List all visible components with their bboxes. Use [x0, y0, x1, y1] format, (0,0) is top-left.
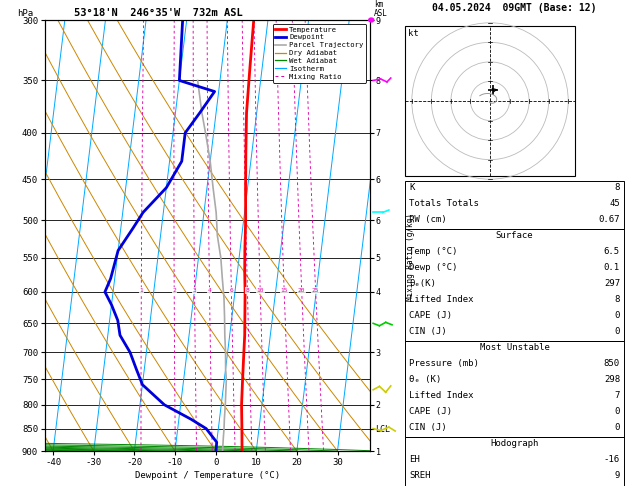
- Text: 53°18'N  246°35'W  732m ASL: 53°18'N 246°35'W 732m ASL: [74, 8, 243, 17]
- Text: 0: 0: [615, 407, 620, 416]
- Text: 10: 10: [257, 288, 264, 293]
- Text: 15: 15: [281, 288, 288, 293]
- Text: 6: 6: [230, 288, 233, 293]
- Bar: [405, 229, 624, 341]
- Text: Surface: Surface: [496, 231, 533, 240]
- Text: 6.5: 6.5: [604, 247, 620, 256]
- Text: Most Unstable: Most Unstable: [479, 343, 550, 352]
- Text: Hodograph: Hodograph: [491, 439, 538, 448]
- Text: kt: kt: [408, 29, 419, 38]
- Text: EH: EH: [409, 455, 420, 464]
- Text: Dewp (°C): Dewp (°C): [409, 263, 457, 272]
- Text: 4: 4: [208, 288, 211, 293]
- Text: CIN (J): CIN (J): [409, 327, 447, 336]
- Text: 0: 0: [615, 311, 620, 320]
- Text: θₑ (K): θₑ (K): [409, 375, 442, 384]
- Text: 04.05.2024  09GMT (Base: 12): 04.05.2024 09GMT (Base: 12): [431, 3, 596, 13]
- Text: 298: 298: [604, 375, 620, 384]
- Text: CIN (J): CIN (J): [409, 423, 447, 432]
- Text: km
ASL: km ASL: [374, 0, 387, 17]
- Text: 8: 8: [615, 295, 620, 304]
- Text: θₑ(K): θₑ(K): [409, 279, 436, 288]
- Text: 850: 850: [604, 359, 620, 368]
- Text: 0.1: 0.1: [604, 263, 620, 272]
- Text: Pressure (mb): Pressure (mb): [409, 359, 479, 368]
- Text: Mixing Ratio (g/kg): Mixing Ratio (g/kg): [406, 213, 415, 301]
- Text: Temp (°C): Temp (°C): [409, 247, 457, 256]
- Text: 25: 25: [312, 288, 320, 293]
- Text: 9: 9: [615, 471, 620, 480]
- Text: 20: 20: [298, 288, 306, 293]
- Text: 297: 297: [604, 279, 620, 288]
- Legend: Temperature, Dewpoint, Parcel Trajectory, Dry Adiabat, Wet Adiabat, Isotherm, Mi: Temperature, Dewpoint, Parcel Trajectory…: [272, 24, 366, 83]
- Text: 0: 0: [615, 327, 620, 336]
- Text: -16: -16: [604, 455, 620, 464]
- Text: PW (cm): PW (cm): [409, 215, 447, 224]
- Text: hPa: hPa: [17, 9, 33, 17]
- Text: Lifted Index: Lifted Index: [409, 391, 474, 400]
- Bar: [405, 26, 575, 176]
- Text: CAPE (J): CAPE (J): [409, 311, 452, 320]
- Text: 2: 2: [172, 288, 176, 293]
- Text: Totals Totals: Totals Totals: [409, 199, 479, 208]
- Text: SREH: SREH: [409, 471, 430, 480]
- Text: 0: 0: [615, 423, 620, 432]
- Text: CAPE (J): CAPE (J): [409, 407, 452, 416]
- Text: 1: 1: [140, 288, 143, 293]
- Text: K: K: [409, 183, 415, 192]
- Bar: [405, 437, 624, 486]
- Text: 45: 45: [610, 199, 620, 208]
- X-axis label: Dewpoint / Temperature (°C): Dewpoint / Temperature (°C): [135, 471, 280, 480]
- Text: 3: 3: [192, 288, 196, 293]
- Text: Lifted Index: Lifted Index: [409, 295, 474, 304]
- Text: 8: 8: [615, 183, 620, 192]
- Bar: [405, 181, 624, 229]
- Text: 7: 7: [615, 391, 620, 400]
- Text: 8: 8: [245, 288, 249, 293]
- Text: 0.67: 0.67: [599, 215, 620, 224]
- Bar: [405, 341, 624, 437]
